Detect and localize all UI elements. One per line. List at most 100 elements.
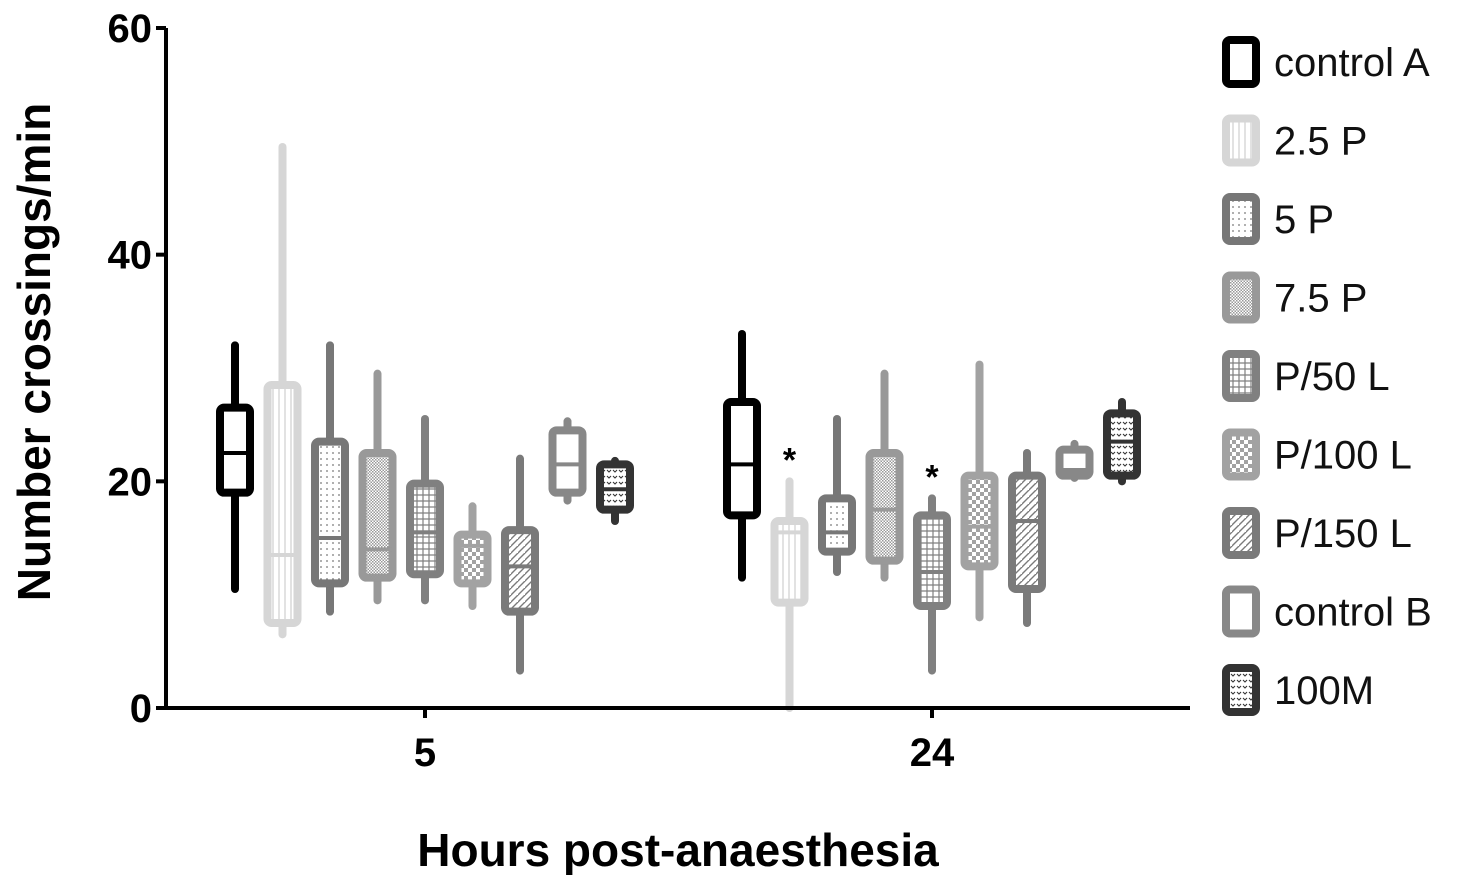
legend-swatch-pattern xyxy=(1226,432,1256,477)
legend-label: P/100 L xyxy=(1274,434,1412,478)
boxes-layer xyxy=(216,143,1141,712)
x-tick-label-24: 24 xyxy=(910,731,955,775)
box-pattern xyxy=(1107,413,1137,476)
box-pattern xyxy=(917,515,947,606)
legend-item-100m: 100M xyxy=(1222,664,1374,716)
box-iqr xyxy=(770,517,809,607)
y-ticks: 0 20 40 60 xyxy=(108,7,166,731)
box-pattern xyxy=(1012,475,1042,589)
box-iqr xyxy=(453,530,492,588)
y-tick-label-20: 20 xyxy=(108,460,153,504)
legend-label: 2.5 P xyxy=(1274,120,1367,164)
box-pattern xyxy=(362,453,393,578)
box-background xyxy=(220,407,250,493)
box-p-50-l-5 xyxy=(406,415,444,605)
x-axis-title: Hours post-anaesthesia xyxy=(417,824,939,875)
box-pattern xyxy=(505,530,535,612)
box-p-150-l-24 xyxy=(1008,449,1046,627)
box-pattern xyxy=(457,534,488,584)
box-iqr xyxy=(960,471,999,571)
significance-marker-1: * xyxy=(925,458,939,496)
box-iqr xyxy=(501,526,539,616)
legend-swatch-pattern xyxy=(1226,197,1256,241)
box-iqr xyxy=(548,426,587,497)
box-iqr xyxy=(865,449,904,565)
legend-swatch-pattern xyxy=(1226,275,1256,320)
legend-label: P/50 L xyxy=(1274,355,1390,399)
legend-swatch xyxy=(1222,664,1260,716)
box-100m-24 xyxy=(1103,398,1141,486)
box-pattern xyxy=(869,453,900,561)
box-p-150-l-5 xyxy=(501,454,539,675)
legend-label: 100M xyxy=(1274,669,1374,713)
box-7-5-p-24 xyxy=(865,369,904,582)
legend-swatch xyxy=(1222,114,1260,167)
box-5-p-24 xyxy=(818,415,856,576)
legend-label: control A xyxy=(1274,41,1430,85)
legend-swatch-pattern xyxy=(1226,354,1256,398)
box-iqr xyxy=(596,460,634,514)
box-2-5-p-24 xyxy=(770,477,809,712)
box-pattern xyxy=(267,385,298,623)
y-tick-label-40: 40 xyxy=(108,234,153,278)
legend-item-5-p: 5 P xyxy=(1222,193,1334,245)
box-pattern xyxy=(964,475,995,567)
box-control-a-5 xyxy=(216,341,254,593)
legend-swatch-pattern xyxy=(1226,118,1256,163)
box-iqr xyxy=(1008,471,1046,593)
y-tick-label-0: 0 xyxy=(130,687,152,731)
legend-swatch xyxy=(1222,585,1260,638)
box-pattern xyxy=(774,521,805,603)
legend-item-2-5-p: 2.5 P xyxy=(1222,114,1367,167)
legend-swatch-pattern xyxy=(1226,511,1256,555)
box-iqr xyxy=(913,511,951,610)
legend-swatch xyxy=(1222,193,1260,245)
legend-item-p-50-l: P/50 L xyxy=(1222,350,1390,402)
x-tick-label-5: 5 xyxy=(414,731,436,775)
box-background xyxy=(552,430,583,493)
box-iqr xyxy=(818,494,856,556)
legend-item-7-5-p: 7.5 P xyxy=(1222,271,1367,324)
legend-label: P/150 L xyxy=(1274,512,1412,556)
legend-item-control-a: control A xyxy=(1222,36,1430,88)
box-iqr xyxy=(406,479,444,579)
legend-swatch-pattern xyxy=(1226,668,1256,712)
box-pattern xyxy=(410,483,440,575)
legend-item-control-b: control B xyxy=(1222,585,1432,638)
box-p-50-l-24 xyxy=(913,494,951,675)
y-tick-label-60: 60 xyxy=(108,7,153,51)
box-5-p-5 xyxy=(311,341,349,616)
legend-swatch xyxy=(1222,36,1260,88)
box-iqr xyxy=(216,403,254,497)
box-control-b-24 xyxy=(1055,439,1094,482)
y-axis-title: Number crossings/min xyxy=(8,103,60,601)
box-iqr xyxy=(311,437,349,588)
legend-swatch xyxy=(1222,507,1260,559)
legend-swatch xyxy=(1222,428,1260,481)
box-pattern xyxy=(600,464,630,510)
legend-swatch-background xyxy=(1226,40,1256,84)
box-2-5-p-5 xyxy=(263,143,302,639)
box-control-a-24 xyxy=(723,330,761,582)
box-iqr xyxy=(1055,445,1094,480)
annotations: * * xyxy=(783,441,940,496)
x-ticks: 5 24 xyxy=(414,708,955,775)
legend: control A 2.5 P 5 P 7.5 P P/50 L P/100 L P/150… xyxy=(1222,36,1432,716)
axes xyxy=(164,28,1190,710)
box-p-100-l-5 xyxy=(453,502,492,610)
box-iqr xyxy=(723,398,761,520)
legend-label: 5 P xyxy=(1274,198,1334,242)
box-control-b-5 xyxy=(548,417,587,505)
box-pattern xyxy=(822,498,852,552)
significance-marker-0: * xyxy=(783,441,797,479)
legend-item-p-150-l: P/150 L xyxy=(1222,507,1412,559)
box-iqr xyxy=(1103,409,1141,480)
box-p-100-l-24 xyxy=(960,360,999,622)
legend-item-p-100-l: P/100 L xyxy=(1222,428,1412,481)
box-100m-5 xyxy=(596,456,634,525)
box-iqr xyxy=(263,381,302,627)
legend-label: 7.5 P xyxy=(1274,277,1367,321)
box-background xyxy=(727,402,757,516)
legend-swatch xyxy=(1222,271,1260,324)
